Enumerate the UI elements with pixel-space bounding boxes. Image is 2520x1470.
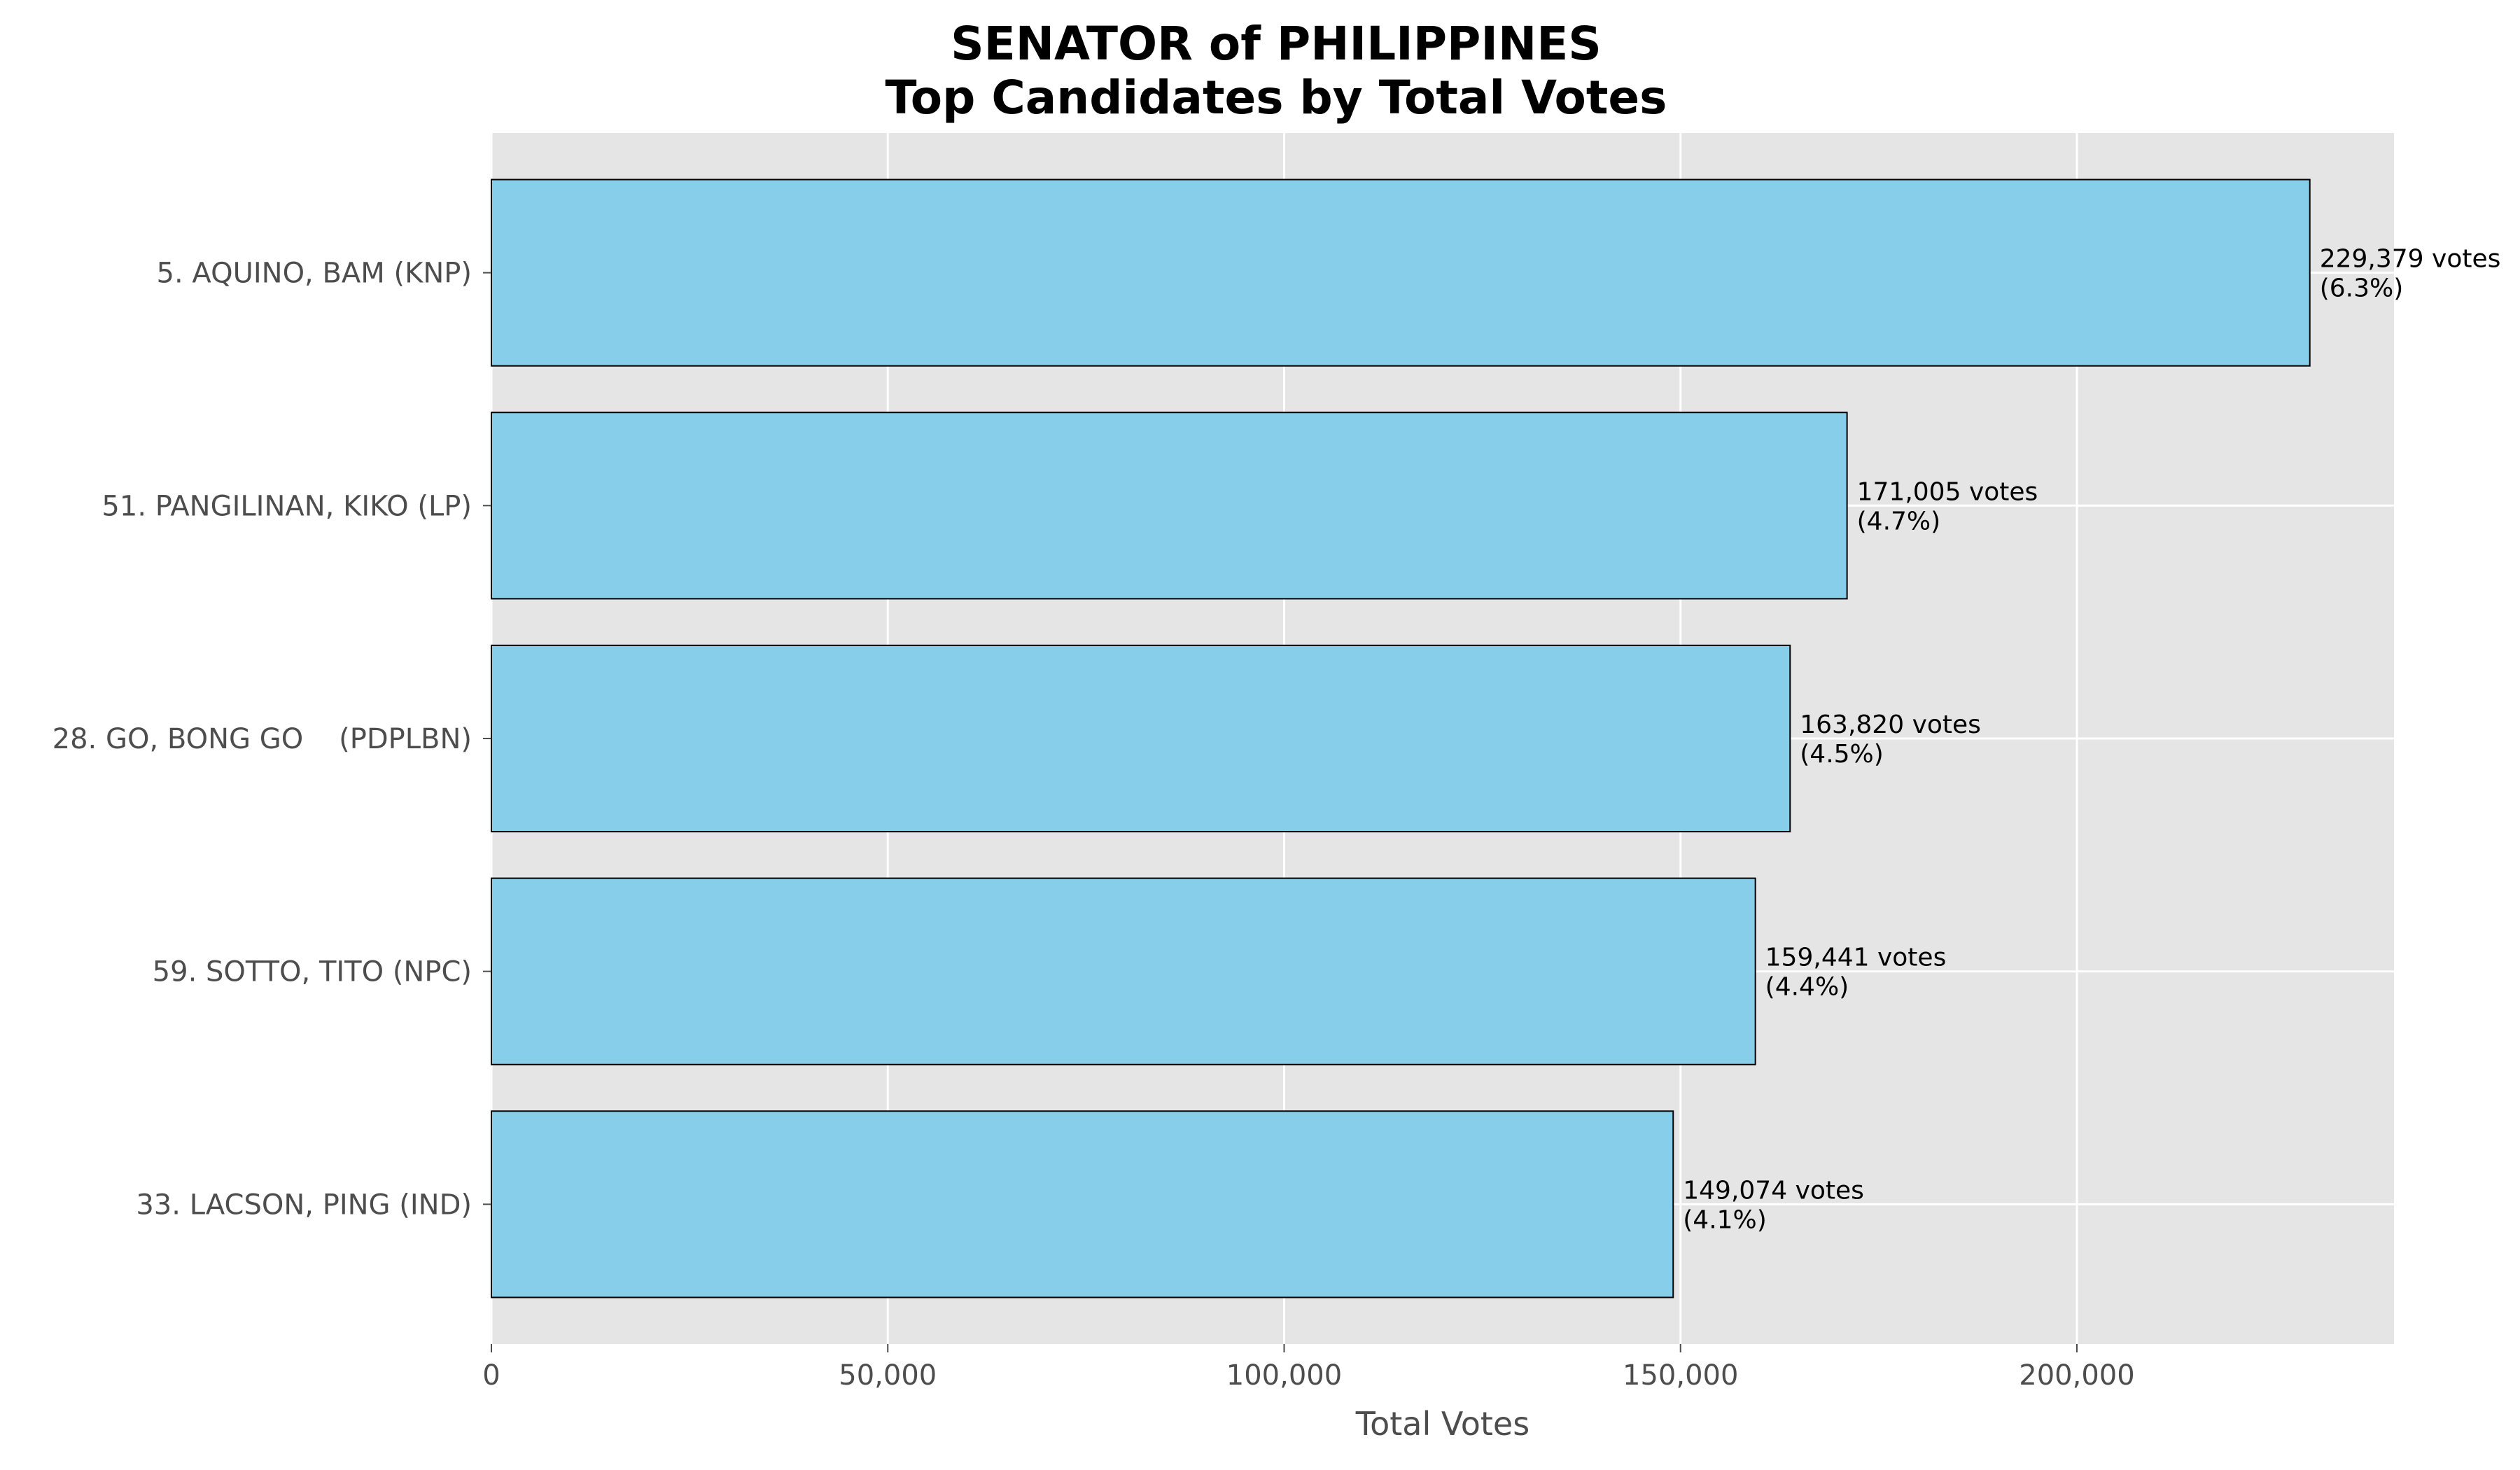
bar-votes-label: 149,074 votes [1683,1176,1864,1205]
bar-value-label: 159,441 votes (4.4%) [1765,944,1947,1002]
chart-title-line-2: Top Candidates by Total Votes [886,71,1667,125]
bar-percent-label: (4.7%) [1857,507,1941,536]
bar-percent-label: (4.1%) [1683,1205,1767,1234]
bar [491,1110,1674,1298]
bar [491,877,1756,1065]
y-axis-ticks: 5. AQUINO, BAM (KNP) 51. PANGILINAN, KIKO… [52,258,491,1221]
x-tick-label: 100,000 [1226,1359,1342,1392]
y-tick-label: 33. LACSON, PING (IND) [136,1189,472,1221]
bar-votes-label: 171,005 votes [1857,477,2038,506]
bar-percent-label: (4.4%) [1765,973,1849,1002]
y-tick-label: 28. GO, BONG GO (PDPLBN) [52,723,472,755]
bar-value-label: 229,379 votes (6.3%) [2320,245,2501,303]
bar-percent-label: (6.3%) [2320,274,2404,303]
bars: 229,379 votes (6.3%) 171,005 votes (4.7%) 16… [491,178,2501,1298]
bar-votes-label: 159,441 votes [1765,944,1947,972]
bar-votes-label: 163,820 votes [1800,710,1981,739]
bar [491,178,2311,367]
y-tick-label: 5. AQUINO, BAM (KNP) [157,258,472,290]
y-tick-label: 51. PANGILINAN, KIKO (LP) [102,490,472,522]
x-axis-label: Total Votes [1355,1405,1530,1443]
x-tick-label: 150,000 [1623,1359,1738,1392]
x-tick-label: 50,000 [839,1359,937,1392]
x-tick-label: 0 [482,1359,500,1392]
bar-votes-label: 229,379 votes [2320,245,2501,274]
x-tick-label: 200,000 [2019,1359,2134,1392]
bar-percent-label: (4.5%) [1800,740,1884,769]
bar-value-label: 149,074 votes (4.1%) [1683,1176,1864,1234]
bar [491,412,1848,600]
bar-value-label: 171,005 votes (4.7%) [1857,477,2038,536]
x-axis-ticks: 0 50,000 100,000 150,000 200,000 [482,1344,2135,1392]
bar-value-label: 163,820 votes (4.5%) [1800,710,1981,769]
bar [491,644,1791,833]
chart-title-line-1: SENATOR of PHILIPPINES [951,17,1602,71]
y-tick-label: 59. SOTTO, TITO (NPC) [153,956,472,988]
